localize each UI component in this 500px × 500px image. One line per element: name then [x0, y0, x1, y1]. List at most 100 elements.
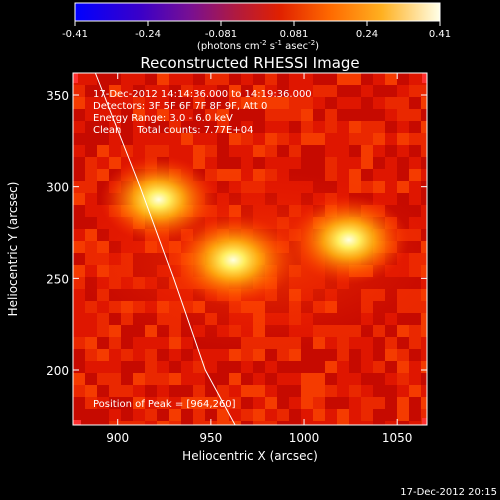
- heatmap-cell: [361, 385, 373, 397]
- heatmap-cell: [301, 157, 313, 169]
- heatmap-cell: [409, 337, 421, 349]
- heatmap-cell: [85, 373, 97, 385]
- heatmap-cell: [181, 97, 193, 109]
- heatmap-cell: [373, 121, 385, 133]
- heatmap-cell: [157, 373, 169, 385]
- heatmap-cell: [397, 325, 409, 337]
- heatmap-cell: [145, 409, 157, 421]
- heatmap-cell: [373, 397, 385, 409]
- heatmap-cell: [349, 385, 361, 397]
- heatmap-cell: [181, 373, 193, 385]
- heatmap-cell: [181, 109, 193, 121]
- heatmap-cell: [265, 85, 277, 97]
- annotation-detectors: Detectors: 3F 5F 6F 7F 8F 9F, Att 0: [93, 101, 267, 112]
- heatmap-cell: [193, 385, 205, 397]
- heatmap-cell: [169, 73, 181, 85]
- heatmap-cell: [397, 121, 409, 133]
- heatmap-cell: [193, 421, 205, 425]
- heatmap-cell: [157, 133, 169, 145]
- corner-marker-br: [422, 418, 427, 425]
- heatmap-cell: [205, 409, 217, 421]
- heatmap-cell: [301, 121, 313, 133]
- heatmap-cell: [229, 145, 241, 157]
- corner-marker-tr: [422, 73, 427, 83]
- heatmap-cell: [169, 85, 181, 97]
- heatmap-cell: [397, 349, 409, 361]
- heatmap-cell: [97, 133, 109, 145]
- heatmap-cell: [385, 73, 397, 85]
- heatmap-cell: [289, 145, 301, 157]
- heatmap-cell: [193, 409, 205, 421]
- heatmap-cell: [169, 133, 181, 145]
- heatmap-cell: [373, 133, 385, 145]
- heatmap-cell: [157, 349, 169, 361]
- heatmap-cell: [73, 325, 85, 337]
- heatmap-cell: [373, 145, 385, 157]
- heatmap-cell: [253, 157, 265, 169]
- heatmap-sources: [99, 155, 409, 306]
- heatmap-cell: [325, 409, 337, 421]
- heatmap-cell: [109, 145, 121, 157]
- heatmap-cell: [409, 109, 421, 121]
- heatmap-cell: [85, 133, 97, 145]
- corner-marker-bl: [73, 420, 81, 425]
- heatmap-cell: [289, 373, 301, 385]
- heatmap-cell: [157, 361, 169, 373]
- heatmap-cell: [385, 145, 397, 157]
- heatmap-cell: [265, 121, 277, 133]
- heatmap-cell: [277, 85, 289, 97]
- heatmap-cell: [253, 373, 265, 385]
- heatmap-cell: [169, 373, 181, 385]
- heatmap-cell: [289, 97, 301, 109]
- heatmap-cell: [241, 397, 253, 409]
- heatmap-cell: [133, 361, 145, 373]
- heatmap-cell: [337, 373, 349, 385]
- heatmap-cell: [349, 157, 361, 169]
- heatmap-cell: [385, 397, 397, 409]
- heatmap-cell: [73, 169, 85, 181]
- heatmap-cell: [277, 397, 289, 409]
- colorbar-unit-label: (photons cm-2 s-1 asec-2): [197, 39, 319, 52]
- heatmap-cell: [133, 97, 145, 109]
- heatmap-cell: [385, 181, 397, 193]
- heatmap-cell: [397, 85, 409, 97]
- heatmap-cell: [217, 373, 229, 385]
- heatmap-cell: [325, 85, 337, 97]
- heatmap-cell: [253, 349, 265, 361]
- heatmap-cell: [397, 361, 409, 373]
- heatmap-cell: [313, 145, 325, 157]
- heatmap-cell: [337, 361, 349, 373]
- heatmap-cell: [229, 121, 241, 133]
- heatmap-cell: [313, 373, 325, 385]
- heatmap-cell: [349, 361, 361, 373]
- heatmap-cell: [145, 85, 157, 97]
- plot-frame: [72, 72, 428, 426]
- heatmap-cell: [193, 73, 205, 85]
- heatmap-cell: [109, 349, 121, 361]
- heatmap-cell: [277, 349, 289, 361]
- heatmap-cell: [121, 361, 133, 373]
- heatmap-cell: [205, 121, 217, 133]
- heatmap-cell: [241, 85, 253, 97]
- heatmap-cell: [157, 385, 169, 397]
- heatmap-cell: [385, 157, 397, 169]
- heatmap-cell: [421, 301, 427, 313]
- heatmap-cell: [121, 85, 133, 97]
- colorbar-tick-label: 0.081: [280, 29, 309, 40]
- heatmap-cell: [205, 349, 217, 361]
- heatmap-cell: [313, 361, 325, 373]
- heatmap-cell: [373, 97, 385, 109]
- heatmap-cell: [97, 349, 109, 361]
- x-tick-label: 1000: [289, 431, 320, 445]
- heatmap-cell: [85, 157, 97, 169]
- heatmap-cell: [313, 97, 325, 109]
- heatmap-cell: [97, 85, 109, 97]
- heatmap-cell: [397, 373, 409, 385]
- heatmap-cell: [109, 385, 121, 397]
- heatmap-cell: [97, 373, 109, 385]
- heatmap-cell: [109, 361, 121, 373]
- heatmap-cell: [409, 373, 421, 385]
- heatmap-cell: [133, 421, 145, 425]
- heatmap-cell: [361, 409, 373, 421]
- y-tick-label: 350: [46, 89, 69, 103]
